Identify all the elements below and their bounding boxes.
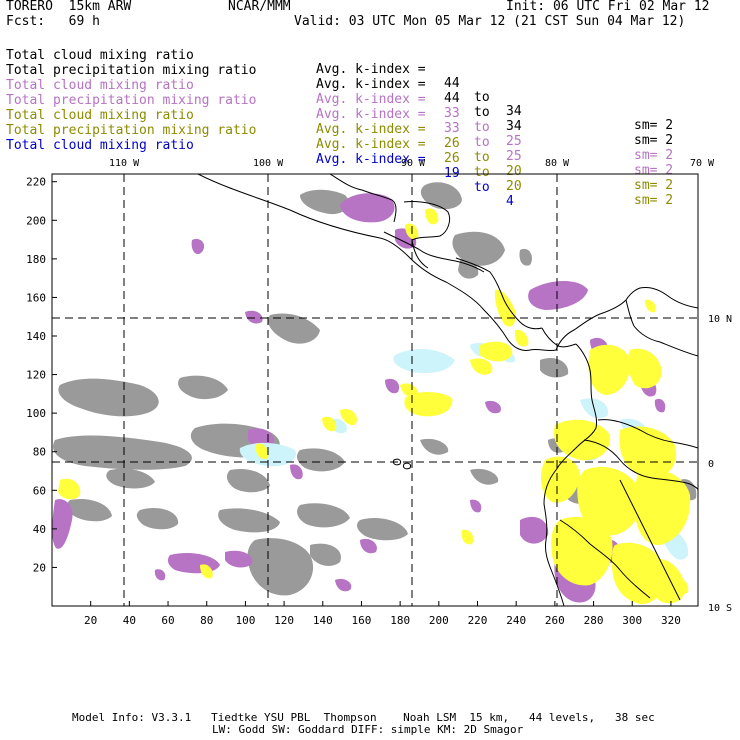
model-info-line2: LW: Godd SW: Goddard DIFF: simple KM: 2D… [212, 723, 524, 736]
y-tick-label: 220 [26, 176, 46, 189]
legend-kindex-to: 34 [506, 104, 522, 119]
legend-kindex-to: 20 [506, 164, 522, 179]
x-tick-label: 120 [274, 614, 294, 627]
y-tick-label: 140 [26, 330, 46, 343]
x-tick-label: 280 [584, 614, 604, 627]
legend-row: Total cloud mixing ratio Avg. k-index = … [6, 65, 673, 177]
legend-smoothing: sm= 2 [634, 148, 674, 163]
coastlines [197, 174, 698, 606]
legend-field: Total cloud mixing ratio [6, 138, 194, 153]
legend-kindex-to: 20 [506, 179, 522, 194]
legend-kindex-label: Avg. k-index = [316, 137, 426, 152]
valid-time: Valid: 03 UTC Mon 05 Mar 12 (21 CST Sun … [294, 14, 686, 29]
x-tick-label: 160 [352, 614, 372, 627]
axis-tick-labels: 20 40 60 80 100 120 140 160 180 200 220 240 260 280 30… [26, 176, 681, 627]
x-tick-label: 60 [161, 614, 174, 627]
legend-kindex-to: 25 [506, 134, 522, 149]
legend-kindex-label: Avg. k-index = [316, 92, 426, 107]
legend-smoothing: sm= 2 [634, 178, 674, 193]
legend-kindex-to-word: to [474, 135, 490, 150]
purple-cloud-field [52, 193, 666, 603]
x-tick-label: 80 [200, 614, 213, 627]
x-tick-label: 320 [661, 614, 681, 627]
x-tick-label: 180 [390, 614, 410, 627]
x-tick-label: 260 [545, 614, 565, 627]
y-tick-label: 20 [33, 561, 46, 574]
legend-smoothing: sm= 2 [634, 133, 674, 148]
legend-kindex-from: 44 [444, 76, 460, 91]
legend-kindex-from: 26 [444, 136, 460, 151]
legend-kindex-label: Avg. k-index = [316, 122, 426, 137]
legend-row: Total precipitation mixing ratio Avg. k-… [6, 50, 673, 162]
x-tick-label: 100 [235, 614, 255, 627]
x-tick-label: 140 [313, 614, 333, 627]
legend-kindex-from: 33 [444, 121, 460, 136]
x-tick-label: 40 [123, 614, 136, 627]
y-tick-label: 200 [26, 214, 46, 227]
legend-kindex-label: Avg. k-index = [316, 62, 426, 77]
forecast-hour: Fcst: 69 h [6, 14, 100, 29]
legend-field: Total cloud mixing ratio [6, 108, 194, 123]
lon-label: 110 W [109, 158, 140, 169]
lon-label: 80 W [545, 158, 570, 169]
legend-row: Total cloud mixing ratio Avg. k-index = … [6, 95, 673, 207]
legend-field: Total cloud mixing ratio [6, 78, 194, 93]
x-tick-label: 20 [84, 614, 97, 627]
center-name: NCAR/MMM [228, 0, 291, 14]
y-tick-label: 100 [26, 407, 46, 420]
legend-kindex-from: 44 [444, 91, 460, 106]
legend-row: Total precipitation mixing ratio Avg. k-… [6, 110, 673, 222]
legend-kindex-to: 4 [506, 194, 514, 209]
axis-ticks [52, 181, 672, 606]
lon-label: 70 W [690, 158, 715, 169]
lat-label: 10 N [708, 314, 732, 325]
y-tick-label: 80 [33, 446, 46, 459]
x-tick-label: 300 [622, 614, 642, 627]
lon-label: 90 W [401, 158, 426, 169]
legend-kindex-to-word: to [474, 150, 490, 165]
legend-row: Total cloud mixing ratio Avg. k-index = … [6, 125, 514, 223]
x-tick-label: 240 [506, 614, 526, 627]
legend-kindex-to-word: to [474, 165, 490, 180]
y-tick-label: 160 [26, 291, 46, 304]
legend-kindex-to-word: to [474, 120, 490, 135]
legend-kindex-label: Avg. k-index = [316, 107, 426, 122]
lat-label: 10 S [708, 603, 732, 614]
legend-kindex-from: 26 [444, 151, 460, 166]
model-title: TORERO 15km ARW [6, 0, 132, 14]
legend-kindex-label: Avg. k-index = [316, 152, 426, 167]
map-frame [51, 173, 699, 607]
legend-smoothing: sm= 2 [634, 118, 674, 133]
y-tick-label: 40 [33, 523, 46, 536]
y-tick-label: 180 [26, 253, 46, 266]
legend-field: Total cloud mixing ratio [6, 48, 194, 63]
legend-kindex-from: 33 [444, 106, 460, 121]
y-tick-label: 60 [33, 484, 46, 497]
lat-label: 0 [708, 459, 714, 470]
legend-kindex-to-word: to [474, 105, 490, 120]
legend-field: Total precipitation mixing ratio [6, 93, 257, 108]
x-tick-label: 220 [468, 614, 488, 627]
x-tick-label: 200 [429, 614, 449, 627]
y-tick-label: 120 [26, 369, 46, 382]
legend-kindex-to-word: to [474, 180, 490, 195]
legend-kindex-to-word: to [474, 90, 490, 105]
legend-field: Total precipitation mixing ratio [6, 63, 257, 78]
legend-kindex-to: 25 [506, 149, 522, 164]
legend-smoothing: sm= 2 [634, 193, 674, 208]
legend-row: Total cloud mixing ratio Avg. k-index = … [6, 35, 673, 147]
legend-kindex-to: 34 [506, 119, 522, 134]
legend-field: Total precipitation mixing ratio [6, 123, 257, 138]
legend-row: Total precipitation mixing ratio Avg. k-… [6, 80, 673, 192]
init-time: Init: 06 UTC Fri 02 Mar 12 [506, 0, 710, 14]
legend-kindex-label: Avg. k-index = [316, 77, 426, 92]
lon-label: 100 W [253, 158, 284, 169]
model-info-line1: Model Info: V3.3.1 Tiedtke YSU PBL Thomp… [72, 711, 655, 724]
